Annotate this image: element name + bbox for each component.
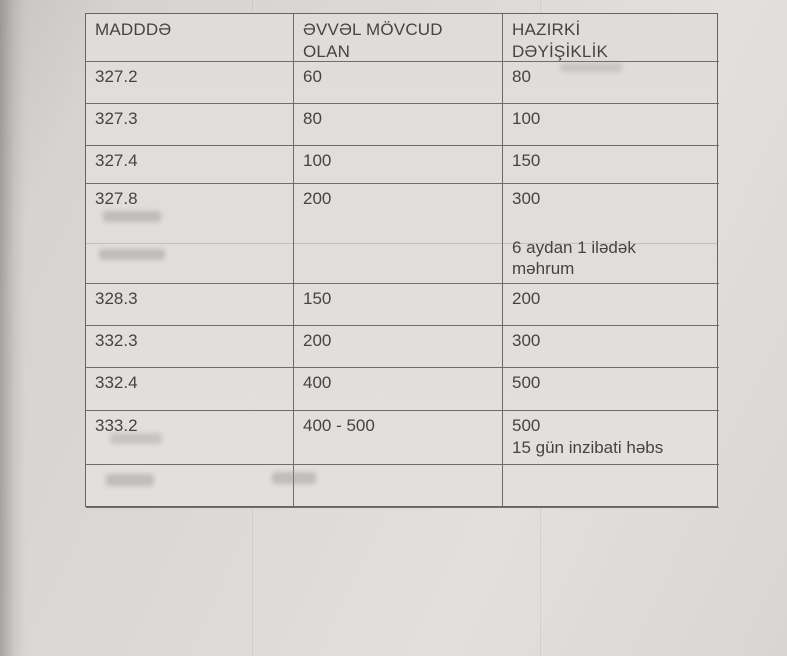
- header-article: MADDDƏ: [86, 14, 294, 62]
- cell-previous: 80: [294, 104, 503, 146]
- cell-previous: 400: [294, 368, 503, 411]
- current-value: 300: [512, 189, 541, 208]
- current-value: 500: [512, 416, 541, 435]
- cell-article: 332.3: [86, 326, 294, 368]
- cell-previous: 400 - 500: [294, 411, 503, 465]
- cell-article: 327.4: [86, 146, 294, 184]
- cell-article: [86, 465, 294, 508]
- cell-previous: [294, 465, 503, 508]
- cell-article: 328.3: [86, 284, 294, 326]
- cell-article: 327.2: [86, 62, 294, 104]
- header-previous: ƏVVƏL MÖVCUD OLAN: [294, 14, 503, 62]
- cell-current: 500 15 gün inzibati həbs: [503, 411, 719, 465]
- header-current: HAZIRKİ DƏYİŞİKLİK: [503, 14, 719, 62]
- header-previous-label: ƏVVƏL MÖVCUD OLAN: [303, 20, 443, 61]
- cell-previous: 200: [294, 326, 503, 368]
- cell-article: 327.8: [86, 184, 294, 284]
- cell-previous: 60: [294, 62, 503, 104]
- cell-previous: 200: [294, 184, 503, 284]
- cell-current: [503, 465, 719, 508]
- current-note: 6 aydan 1 ilədək məhrum: [512, 237, 636, 279]
- cell-current: 500: [503, 368, 719, 411]
- cell-current: 150: [503, 146, 719, 184]
- cell-article: 333.2: [86, 411, 294, 465]
- cell-article: 332.4: [86, 368, 294, 411]
- cell-current: 200: [503, 284, 719, 326]
- cell-previous: 150: [294, 284, 503, 326]
- cell-current: 100: [503, 104, 719, 146]
- paper-edge-shadow: [0, 0, 26, 656]
- cell-previous: 100: [294, 146, 503, 184]
- cell-current: 80: [503, 62, 719, 104]
- cell-article: 327.3: [86, 104, 294, 146]
- penalty-changes-table: MADDDƏ ƏVVƏL MÖVCUD OLAN HAZIRKİ DƏYİŞİK…: [85, 13, 719, 508]
- header-article-label: MADDDƏ: [95, 20, 172, 39]
- cell-current: 300: [503, 326, 719, 368]
- header-current-label: HAZIRKİ DƏYİŞİKLİK: [512, 20, 609, 61]
- cell-current: 300 6 aydan 1 ilədək məhrum: [503, 184, 719, 284]
- current-note: 15 gün inzibati həbs: [512, 437, 664, 457]
